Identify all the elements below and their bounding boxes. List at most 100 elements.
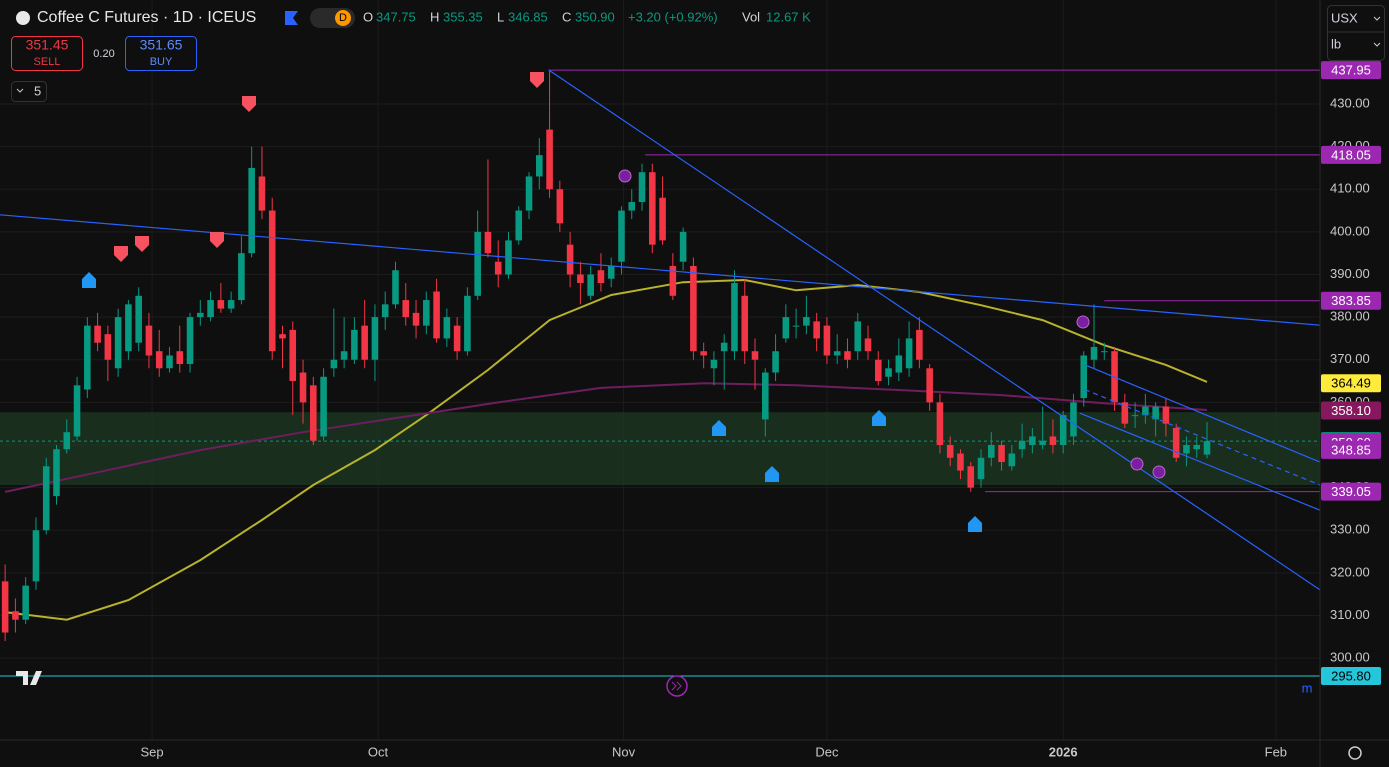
c-label: C [562,9,571,24]
candle-body [114,317,122,369]
candle-body [669,265,677,296]
x-tick-label: Oct [368,744,389,759]
candle-body [905,338,913,369]
candle-body [84,325,91,390]
moving-average [4,278,1208,621]
candle-body [751,351,759,360]
candle-body [1183,444,1190,454]
candle-body [587,274,594,296]
indicators-count: 5 [34,83,41,98]
candle-body [864,338,872,352]
candle-body [731,283,738,352]
candle-body [895,355,903,373]
candle-body [227,300,235,309]
o-value: 347.75 [376,9,416,24]
trend-line [1084,364,1321,463]
sell-button[interactable] [11,36,83,71]
plot [0,0,1321,740]
candle-body [762,372,769,420]
candle-body [946,444,954,458]
candle-body [607,265,615,279]
candle-body [1070,402,1077,437]
flag[interactable] [285,11,298,25]
candle-body [279,334,286,339]
candle-body [1193,444,1201,450]
settings[interactable] [1348,746,1362,760]
scale-mode[interactable]: m [1302,680,1313,695]
y-tick-label: 380.00 [1330,309,1370,324]
trend-line [1079,412,1321,511]
candle-body [1080,355,1088,399]
candle-body [566,244,574,275]
trend-line [548,69,1321,591]
price-label: 418.05 [1331,147,1371,162]
candle-body [145,325,153,356]
replay-icon [671,681,682,691]
overlay: Coffee C Futures · 1D · ICEUS D O 347.75… [11,5,1385,760]
event-marker [1130,457,1144,471]
chevron [1373,16,1381,47]
candle-body [371,317,379,360]
buy-signal [968,516,982,532]
price-label: 364.49 [1331,376,1371,391]
replay-button[interactable] [666,675,688,697]
candle-body [207,300,214,318]
h-label: H [430,9,439,24]
candle-body [42,466,50,531]
candle-body [772,351,779,373]
price-label: 358.10 [1331,403,1371,418]
sell-signal [210,232,224,248]
event-marker [1076,315,1090,329]
event-marker [618,169,632,183]
x-tick-label: 2026 [1049,744,1078,759]
c-value: 350.90 [575,9,615,24]
candle-body [741,295,749,352]
candle-body [577,274,584,284]
sell-signal [530,72,544,88]
unit-box[interactable] [1327,5,1385,61]
price-label: 437.95 [1331,63,1371,78]
candle-body [464,295,471,352]
candle-body [125,304,132,352]
buy-button[interactable] [125,36,197,71]
vol-label: Vol [742,9,760,24]
candle-body [936,402,944,445]
x-tick-label: Nov [612,744,636,759]
indicators-toggle[interactable] [11,81,47,102]
candle-body [494,261,502,275]
candle-body [381,304,389,318]
candle-body [186,317,194,364]
candle-body [1142,406,1149,416]
y-tick-label: 430.00 [1330,95,1370,110]
candle-body [392,270,399,305]
candle-body [967,466,975,488]
price-label-box [1321,482,1381,501]
currency[interactable]: USX [1331,10,1358,25]
candle-body [720,342,728,352]
symbol-icon [16,11,30,25]
candle-body [638,172,646,203]
candle-body [690,265,697,352]
zone [0,412,1320,486]
candle-body [238,253,245,301]
candle-body [782,317,790,339]
candle-body [22,585,29,620]
candle-body [412,312,420,326]
price-label: 348.85 [1331,442,1371,457]
unit[interactable]: lb [1331,36,1341,51]
y-tick-label: 300.00 [1330,650,1370,665]
h-value: 355.35 [443,9,483,24]
buy-signal [765,466,779,482]
candle-body [998,444,1005,463]
candle-body [12,611,19,620]
candle-body [957,453,964,471]
y-tick-label: 410.00 [1330,181,1370,196]
candle-body [885,368,892,377]
candle-body [628,202,636,211]
badge-dot [335,10,351,26]
candle-body [844,351,851,360]
price-label-box [1321,291,1381,310]
candle-body [330,359,338,369]
title: Coffee C Futures · 1D · ICEUS [37,9,256,26]
